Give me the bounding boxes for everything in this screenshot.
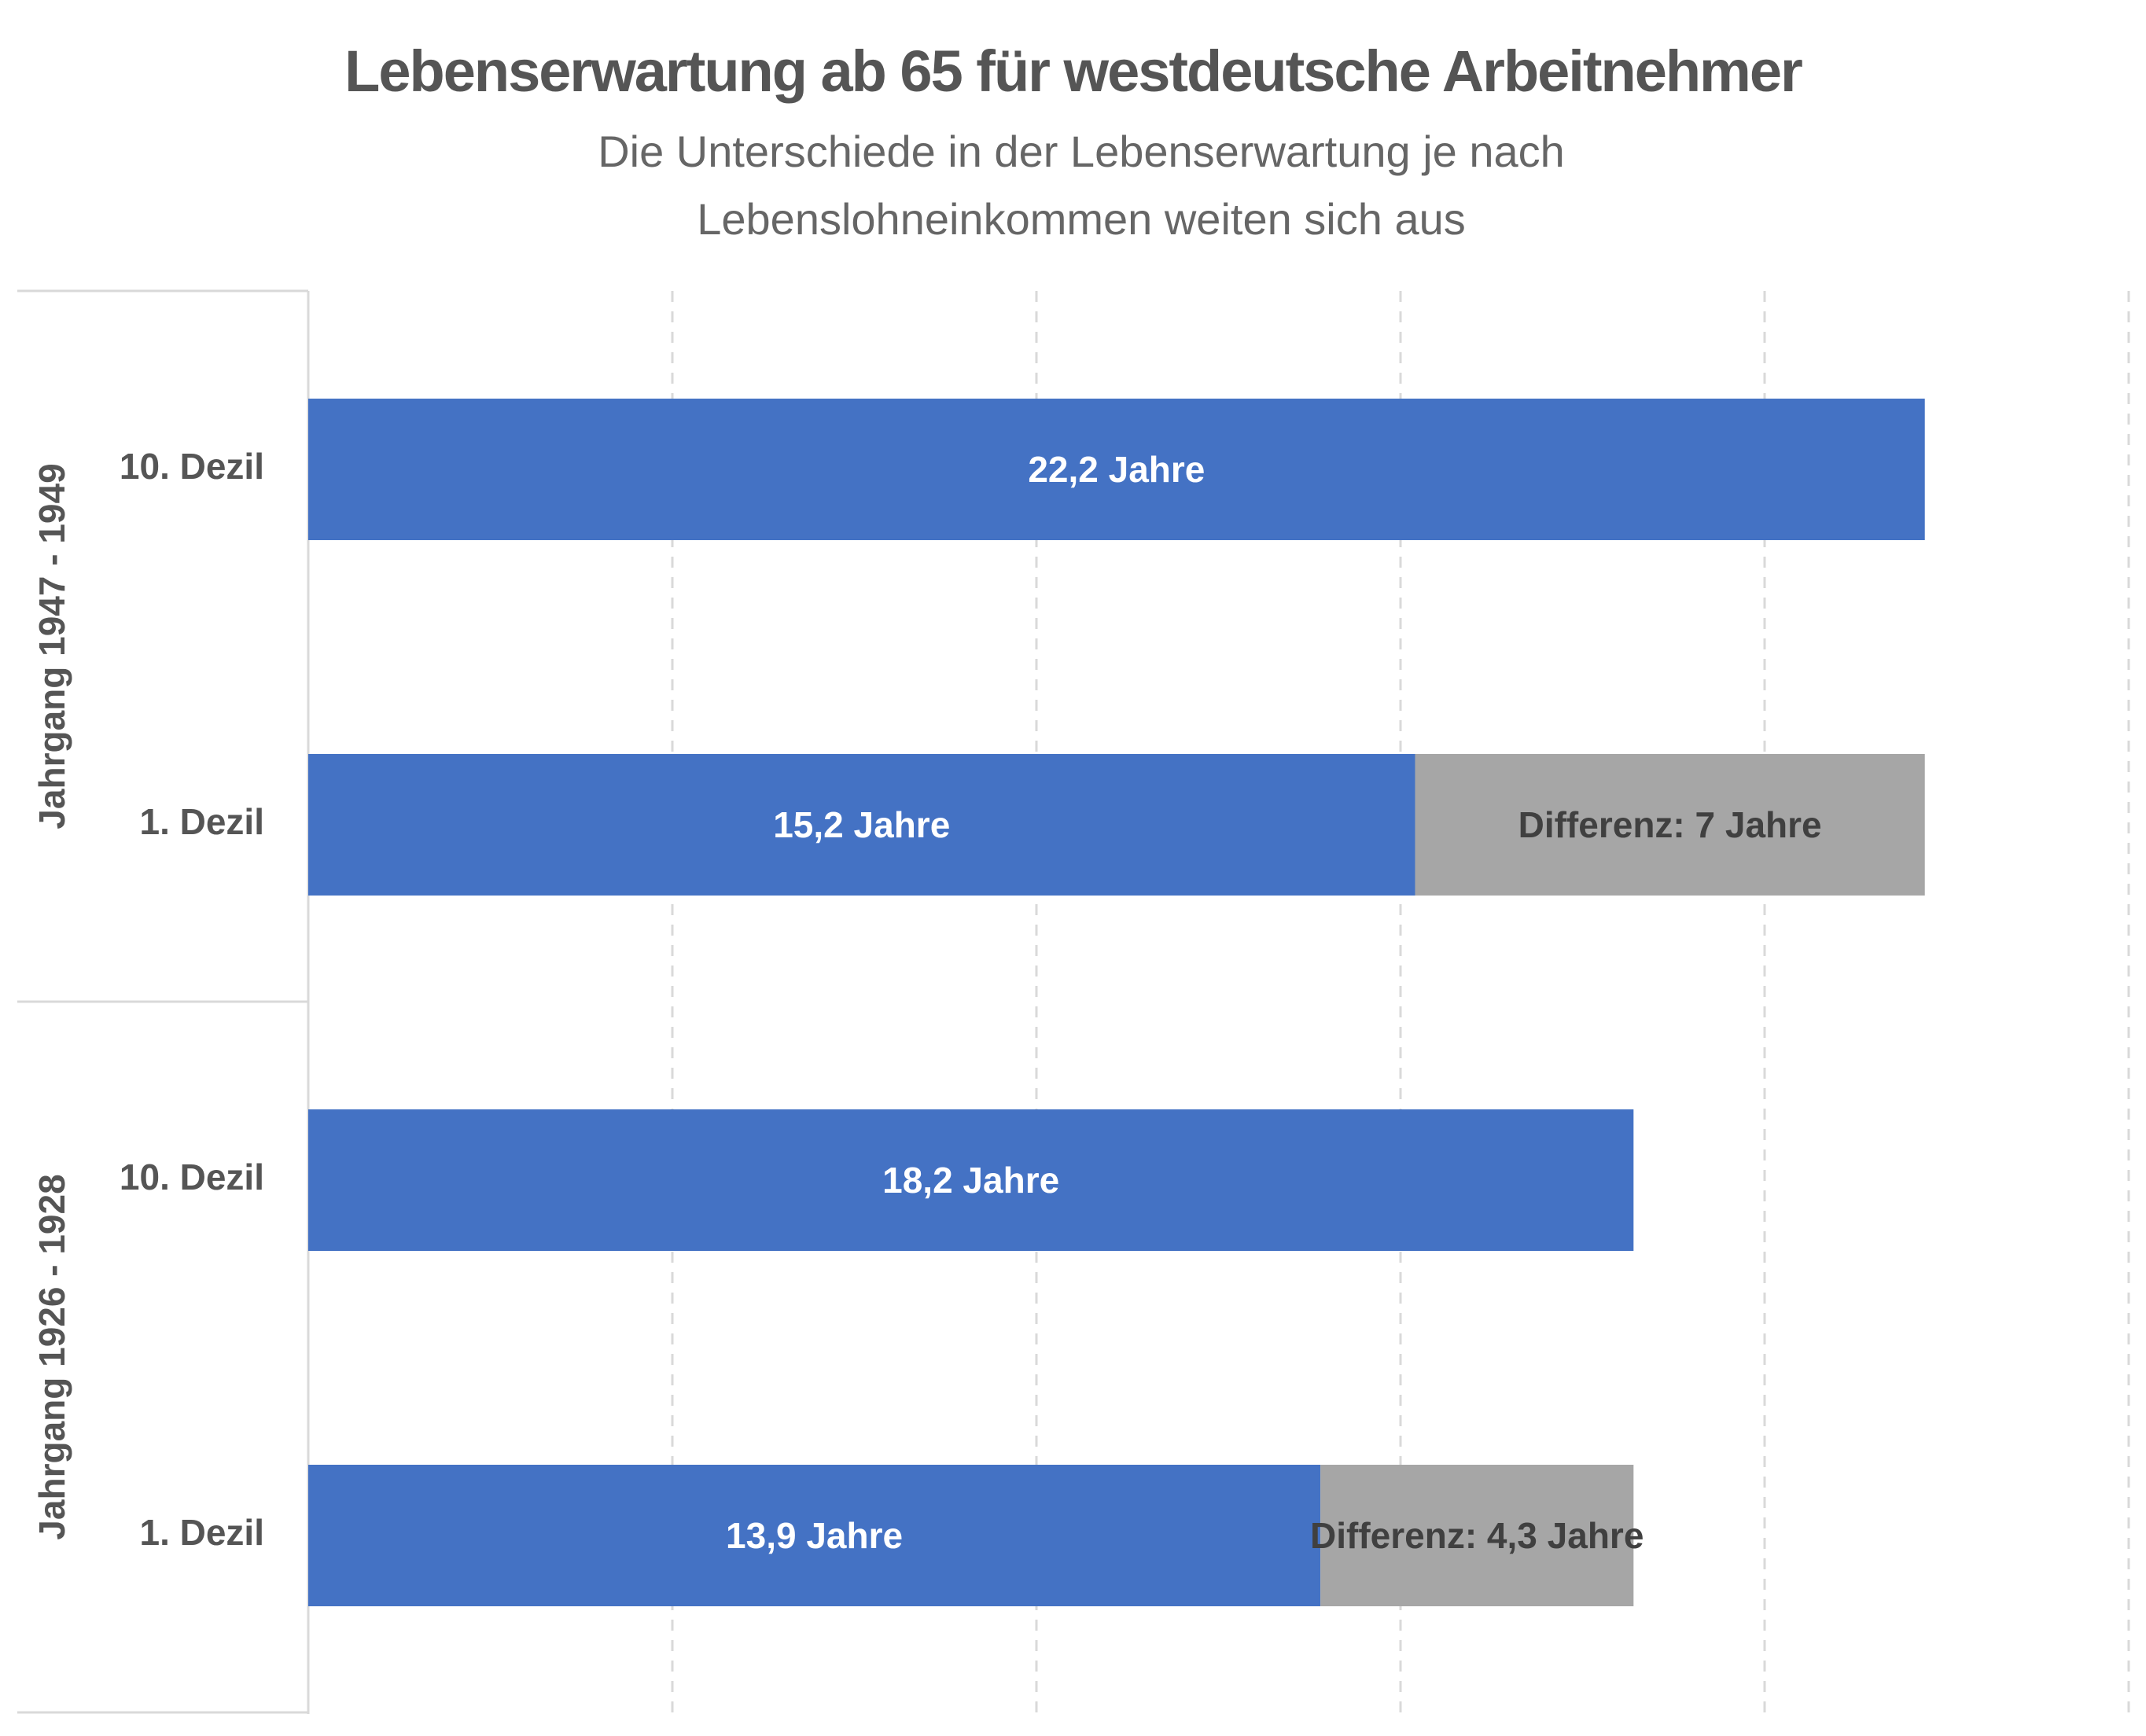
chart-subtitle: Die Unterschiede in der Lebenserwartung … bbox=[598, 127, 1565, 244]
difference-label: Differenz: 4,3 Jahre bbox=[1310, 1515, 1644, 1556]
bar bbox=[308, 754, 1415, 896]
category-label: 10. Dezil bbox=[120, 1157, 264, 1197]
category-label: 10. Dezil bbox=[120, 446, 264, 487]
category-label: 1. Dezil bbox=[139, 1512, 264, 1553]
category-label: 1. Dezil bbox=[139, 801, 264, 842]
group-label: Jahrgang 1926 - 1928 bbox=[31, 1174, 72, 1539]
chart-title: Lebenserwartung ab 65 für westdeutsche A… bbox=[344, 39, 1803, 104]
bar-value-label: 13,9 Jahre bbox=[726, 1515, 903, 1556]
bar-value-label: 22,2 Jahre bbox=[1028, 449, 1205, 490]
group-label: Jahrgang 1947 - 1949 bbox=[31, 463, 72, 829]
difference-bar bbox=[1415, 754, 1925, 896]
difference-label: Differenz: 7 Jahre bbox=[1518, 804, 1822, 845]
bar bbox=[308, 399, 1925, 540]
bar bbox=[308, 1109, 1634, 1251]
bar bbox=[308, 1465, 1321, 1606]
difference-bar bbox=[1320, 1465, 1634, 1606]
bar-value-label: 18,2 Jahre bbox=[882, 1160, 1059, 1201]
bar-value-label: 15,2 Jahre bbox=[773, 804, 950, 845]
